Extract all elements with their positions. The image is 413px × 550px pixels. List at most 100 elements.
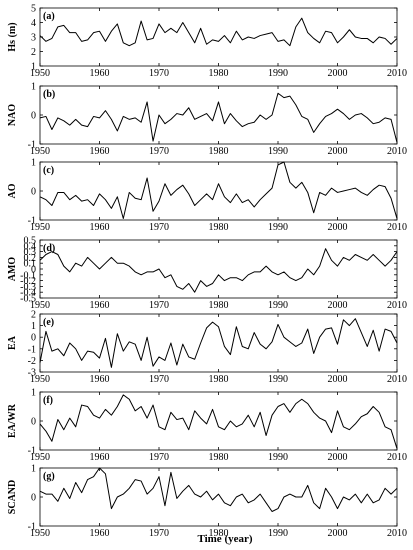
x-tick-label: 1980 — [209, 68, 229, 79]
x-tick-label: 2010 — [387, 528, 407, 539]
x-tick-label: 2010 — [387, 222, 407, 233]
y-tick-label: 1 — [31, 62, 36, 73]
x-tick-label: 1960 — [90, 374, 110, 385]
y-tick-label: -0.1 — [20, 270, 36, 281]
y-axis-title: EA — [7, 335, 18, 350]
x-tick-label: 2010 — [387, 452, 407, 463]
x-tick-label: 2000 — [328, 222, 348, 233]
plot-frame — [39, 391, 398, 451]
panel-label: (a) — [43, 11, 55, 22]
x-tick-label: 2000 — [328, 68, 348, 79]
y-tick-label: 1 — [31, 388, 36, 399]
x-tick-label: 1970 — [149, 374, 169, 385]
y-axis-title: AO — [7, 183, 18, 198]
x-tick-label: 1950 — [30, 452, 50, 463]
x-tick-label: 1990 — [268, 222, 288, 233]
x-tick-label: 1950 — [30, 528, 50, 539]
x-tick-label: 1990 — [268, 146, 288, 157]
y-tick-label: 0 — [31, 187, 36, 198]
y-tick-label: 0.3 — [24, 247, 37, 258]
y-tick-label: 0.2 — [24, 253, 37, 264]
x-tick-label: 1980 — [209, 222, 229, 233]
x-tick-label: 1960 — [90, 222, 110, 233]
plot-frame — [39, 313, 398, 373]
x-tick-label: 1980 — [209, 374, 229, 385]
x-tick-label: 1970 — [149, 68, 169, 79]
x-tick-label: 2010 — [387, 300, 407, 311]
panel-label: (c) — [43, 165, 54, 176]
panel-label: (g) — [43, 471, 55, 482]
y-tick-label: -0.3 — [20, 282, 36, 293]
y-tick-label: -0.4 — [20, 288, 36, 299]
x-tick-label: 1950 — [30, 300, 50, 311]
x-tick-label: 1960 — [90, 452, 110, 463]
series-line — [39, 318, 398, 368]
y-tick-label: -0.2 — [20, 276, 36, 287]
x-tick-label: 2000 — [328, 374, 348, 385]
y-tick-label: -3 — [28, 368, 36, 379]
series-line — [39, 92, 398, 143]
plot-frame — [39, 85, 398, 145]
y-tick-label: 0.4 — [24, 241, 37, 252]
y-tick-label: 1 — [31, 321, 36, 332]
y-tick-label: 0 — [31, 265, 36, 276]
y-axis-title: AMO — [7, 257, 18, 282]
series-line — [39, 248, 398, 293]
y-tick-label: 0.5 — [24, 236, 37, 247]
y-tick-label: -1 — [28, 140, 36, 151]
x-tick-label: 1990 — [268, 452, 288, 463]
x-tick-label: 1990 — [268, 374, 288, 385]
panel-7: 1950 1960 1970 1980 1990 2000 2010 -1 0 1 (g) SCAND — [7, 464, 407, 540]
y-tick-label: 0 — [31, 493, 36, 504]
y-axis-title: SCAND — [7, 480, 18, 514]
x-tick-label: 2010 — [387, 146, 407, 157]
y-tick-label: 2 — [31, 310, 36, 321]
x-tick-label: 1960 — [90, 528, 110, 539]
x-tick-label: 1980 — [209, 528, 229, 539]
y-tick-label: 5 — [31, 4, 36, 15]
panel-label: (e) — [43, 317, 54, 328]
y-tick-label: 1 — [31, 82, 36, 93]
y-tick-label: 3 — [31, 33, 36, 44]
series-line — [39, 161, 398, 220]
x-tick-label: 1970 — [149, 300, 169, 311]
y-tick-label: -0.5 — [20, 294, 36, 305]
y-axis-title: NAO — [7, 104, 18, 126]
y-tick-label: 0.1 — [24, 259, 37, 270]
y-axis-title: Hs (m) — [7, 22, 18, 51]
x-tick-label: 1990 — [268, 300, 288, 311]
y-tick-label: 1 — [31, 158, 36, 169]
x-tick-label: 2010 — [387, 68, 407, 79]
x-tick-label: 1990 — [268, 528, 288, 539]
x-tick-label: 1960 — [90, 300, 110, 311]
y-tick-label: 1 — [31, 464, 36, 475]
x-tick-label: 1970 — [149, 452, 169, 463]
x-axis-title: Time (year) — [197, 533, 252, 545]
x-tick-label: 1950 — [30, 222, 50, 233]
x-tick-label: 1970 — [149, 222, 169, 233]
x-tick-label: 1980 — [209, 300, 229, 311]
y-tick-label: 2 — [31, 47, 36, 58]
panel-label: (b) — [43, 89, 55, 100]
x-tick-label: 2010 — [387, 374, 407, 385]
x-tick-label: 1950 — [30, 146, 50, 157]
x-tick-label: 2000 — [328, 300, 348, 311]
y-tick-label: 4 — [31, 18, 36, 29]
x-tick-label: 1960 — [90, 146, 110, 157]
y-tick-label: -2 — [28, 356, 36, 367]
y-tick-label: -1 — [28, 446, 36, 457]
x-tick-label: 2000 — [328, 146, 348, 157]
x-tick-label: 1980 — [209, 452, 229, 463]
x-tick-label: 1980 — [209, 146, 229, 157]
x-tick-label: 1960 — [90, 68, 110, 79]
panel-2: 1950 1960 1970 1980 1990 2000 2010 -1 0 1 (b) NAO — [7, 82, 407, 158]
y-tick-label: 0 — [31, 417, 36, 428]
panel-1: 1950 1960 1970 1980 1990 2000 2010 1 2 3 4 5 (a) Hs (… — [7, 4, 407, 80]
y-tick-label: 0 — [31, 111, 36, 122]
panel-4: 1950 1960 1970 1980 1990 2000 2010 -0.5-0.4-0.3… — [7, 236, 407, 312]
series-line — [39, 467, 398, 512]
panel-label: (d) — [43, 243, 55, 254]
y-axis-title: EA/WR — [7, 403, 18, 438]
